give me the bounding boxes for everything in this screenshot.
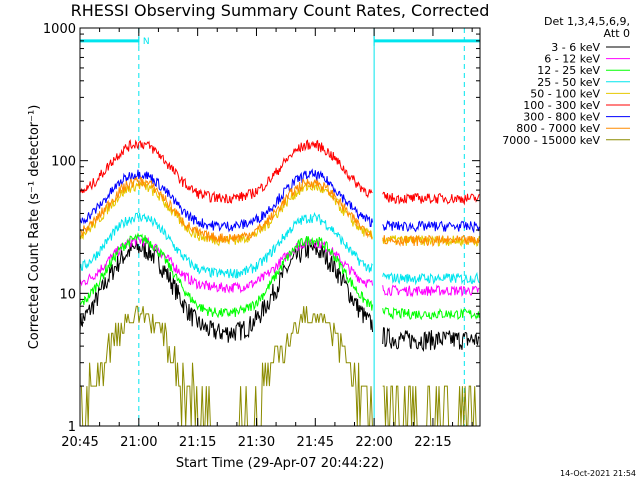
legend-label: 800 - 7000 keV [516, 122, 600, 135]
series-line [79, 168, 480, 234]
x-tick-label: 21:15 [179, 435, 216, 450]
legend-label: 100 - 300 keV [523, 99, 600, 112]
legend-header-line-2: Att 0 [604, 27, 630, 40]
y-tick-label: 1 [68, 420, 76, 435]
x-tick-label: 21:30 [238, 435, 275, 450]
x-axis: 20:45 21:00 21:15 21:30 21:45 22:00 22:15 [61, 28, 473, 450]
series-line [79, 232, 480, 321]
legend-label: 12 - 25 keV [537, 64, 600, 77]
series-line [79, 211, 480, 286]
chart-title: RHESSI Observing Summary Count Rates, Co… [71, 1, 490, 20]
annotations-layer: N [79, 28, 481, 426]
legend-header-line-1: Det 1,3,4,5,6,9, [544, 15, 630, 28]
x-tick-label: 21:45 [297, 435, 334, 450]
legend-label: 7000 - 15000 keV [502, 134, 600, 147]
series-line [79, 239, 480, 352]
series-layer [79, 139, 480, 427]
x-tick-label: 22:00 [355, 435, 392, 450]
y-tick-label: 10 [59, 287, 76, 302]
x-axis-label: Start Time (29-Apr-07 20:44:22) [176, 456, 384, 471]
legend-label: 300 - 800 keV [523, 111, 600, 124]
series-line [79, 176, 480, 247]
legend-label: 25 - 50 keV [537, 76, 600, 89]
series-line [80, 305, 479, 427]
series-line [79, 180, 480, 247]
legend-label: 50 - 100 keV [530, 87, 600, 100]
y-axis: 1 10 100 1000 [43, 22, 480, 435]
legend-label: 3 - 6 keV [551, 41, 600, 54]
series-line [79, 139, 480, 206]
plot-frame [79, 27, 481, 427]
x-tick-label: 21:00 [120, 435, 157, 450]
saa-label: N [143, 37, 150, 47]
y-tick-label: 100 [51, 155, 76, 170]
legend-label: 6 - 12 keV [544, 53, 600, 66]
legend-header: Det 1,3,4,5,6,9, Att 0 [544, 15, 630, 40]
y-tick-label: 1000 [43, 22, 76, 37]
timestamp: 14-Oct-2021 21:54 [560, 469, 636, 478]
x-tick-label: 22:15 [414, 435, 451, 450]
x-tick-label: 20:45 [61, 435, 98, 450]
y-axis-label: Corrected Count Rate (s⁻¹ detector⁻¹) [27, 105, 42, 350]
